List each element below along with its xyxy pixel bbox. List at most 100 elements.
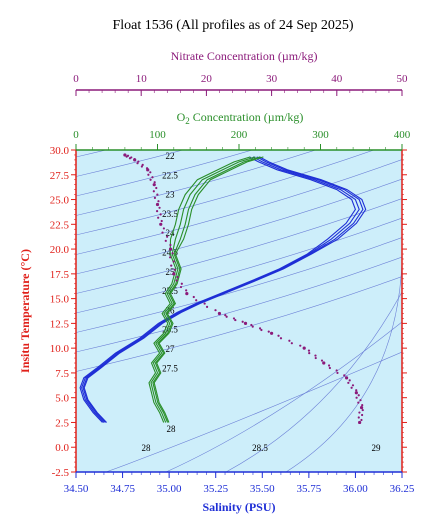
nitrate-point	[288, 339, 291, 342]
nitrate-point	[217, 311, 222, 316]
nitrate-point	[360, 413, 364, 417]
nitrate-point	[250, 323, 253, 327]
temperature-tick-label: 5.0	[55, 393, 69, 405]
density-contour-label: 28.5	[252, 443, 268, 453]
nitrate-point	[159, 222, 163, 226]
temperature-tick-label: 12.5	[50, 318, 70, 330]
nitrate-axis-label: Nitrate Concentration (µm/kg)	[171, 49, 318, 63]
temperature-tick-label: 27.5	[50, 170, 70, 182]
nitrate-point	[180, 282, 183, 285]
profile-series	[79, 153, 367, 425]
nitrate-point	[172, 260, 175, 263]
nitrate-point	[166, 235, 169, 238]
density-contour	[225, 291, 402, 472]
nitrate-point	[270, 331, 274, 335]
o2-profile-line	[150, 156, 256, 423]
nitrate-point	[155, 202, 160, 207]
nitrate-point	[258, 327, 262, 330]
density-contour	[76, 150, 317, 216]
nitrate-point	[251, 325, 254, 328]
temperature-tick-label: 15.0	[50, 294, 70, 306]
density-contour	[76, 150, 184, 177]
salinity-profile-line	[83, 156, 367, 423]
nitrate-point	[164, 239, 167, 242]
density-contour-label: 28	[142, 443, 152, 453]
nitrate-point	[141, 163, 144, 166]
density-contour	[76, 150, 254, 197]
nitrate-point	[322, 361, 326, 365]
nitrate-point	[267, 330, 270, 333]
o2-profile-line	[153, 156, 264, 423]
nitrate-point	[335, 369, 338, 372]
density-contour	[76, 178, 402, 275]
density-contour-label: 23	[166, 190, 176, 200]
salinity-tick-label: 36.25	[390, 483, 415, 495]
salinity-axis-label: Salinity (PSU)	[202, 500, 275, 514]
density-contour-label: 22	[166, 151, 175, 161]
temperature-axis: -2.5 0.0 2.5 5.0 7.5 10.0 12.5 15.0 17.5 20.0 22.5…	[50, 145, 407, 479]
nitrate-point	[224, 314, 227, 317]
nitrate-point	[175, 279, 178, 282]
o2-axis-label: O2 Concentration (µm/kg)	[177, 110, 304, 126]
salinity-axis: 34.50 34.75 35.00 35.25 35.50 35.75 36.00 36.25	[64, 472, 415, 495]
salinity-tick-label: 35.25	[203, 483, 228, 495]
nitrate-point	[203, 302, 206, 305]
nitrate-point	[155, 209, 159, 213]
density-contour	[76, 198, 402, 294]
density-contour	[76, 150, 375, 236]
nitrate-point	[159, 213, 162, 216]
nitrate-point	[123, 153, 127, 157]
nitrate-tick-label: 10	[136, 73, 148, 85]
nitrate-tick-label: 0	[73, 73, 79, 85]
temperature-tick-label: -2.5	[52, 467, 70, 479]
o2-tick-label: 300	[312, 129, 329, 141]
nitrate-point	[153, 181, 156, 184]
nitrate-point	[145, 167, 149, 170]
nitrate-point	[126, 154, 130, 157]
nitrate-point	[260, 328, 263, 332]
nitrate-tick-label: 40	[331, 73, 343, 85]
nitrate-point	[343, 374, 346, 377]
density-contour-label: 25	[166, 267, 176, 277]
temperature-tick-label: 17.5	[50, 269, 70, 281]
nitrate-point	[147, 173, 150, 176]
o2-tick-label: 400	[394, 129, 411, 141]
nitrate-point	[169, 256, 172, 259]
temperature-tick-label: 30.0	[50, 145, 70, 157]
temperature-axis-label: Insitu Temperature (°C)	[18, 249, 32, 373]
density-contour-label: 25.5	[162, 286, 178, 296]
o2-tick-label: 200	[231, 129, 248, 141]
nitrate-point	[171, 252, 174, 255]
density-contour-label: 23.5	[162, 209, 178, 219]
nitrate-point	[156, 193, 159, 196]
temperature-tick-label: 22.5	[50, 219, 70, 231]
nitrate-point	[195, 299, 198, 302]
density-contour	[76, 276, 402, 372]
nitrate-point	[302, 346, 306, 350]
nitrate-point	[359, 399, 362, 402]
temperature-tick-label: 2.5	[55, 417, 69, 429]
density-contour-label: 27.5	[162, 363, 178, 373]
salinity-profile-line	[79, 156, 357, 423]
nitrate-point	[169, 243, 172, 247]
density-contour	[76, 256, 402, 353]
nitrate-point	[344, 376, 349, 380]
nitrate-tick-label: 30	[266, 73, 278, 85]
density-contour	[285, 261, 402, 472]
nitrate-point	[357, 401, 360, 404]
o2-tick-label: 0	[73, 129, 79, 141]
nitrate-point	[359, 406, 364, 410]
nitrate-point	[336, 371, 339, 375]
temperature-tick-label: 7.5	[55, 368, 69, 380]
density-contour	[76, 217, 402, 314]
nitrate-point	[277, 334, 280, 337]
nitrate-point	[157, 200, 160, 203]
nitrate-point	[314, 356, 317, 360]
nitrate-point	[358, 411, 361, 414]
nitrate-point	[152, 183, 156, 187]
temperature-tick-label: 10.0	[50, 343, 70, 355]
nitrate-point	[133, 157, 136, 161]
density-contour	[76, 237, 402, 333]
nitrate-point	[151, 176, 154, 179]
